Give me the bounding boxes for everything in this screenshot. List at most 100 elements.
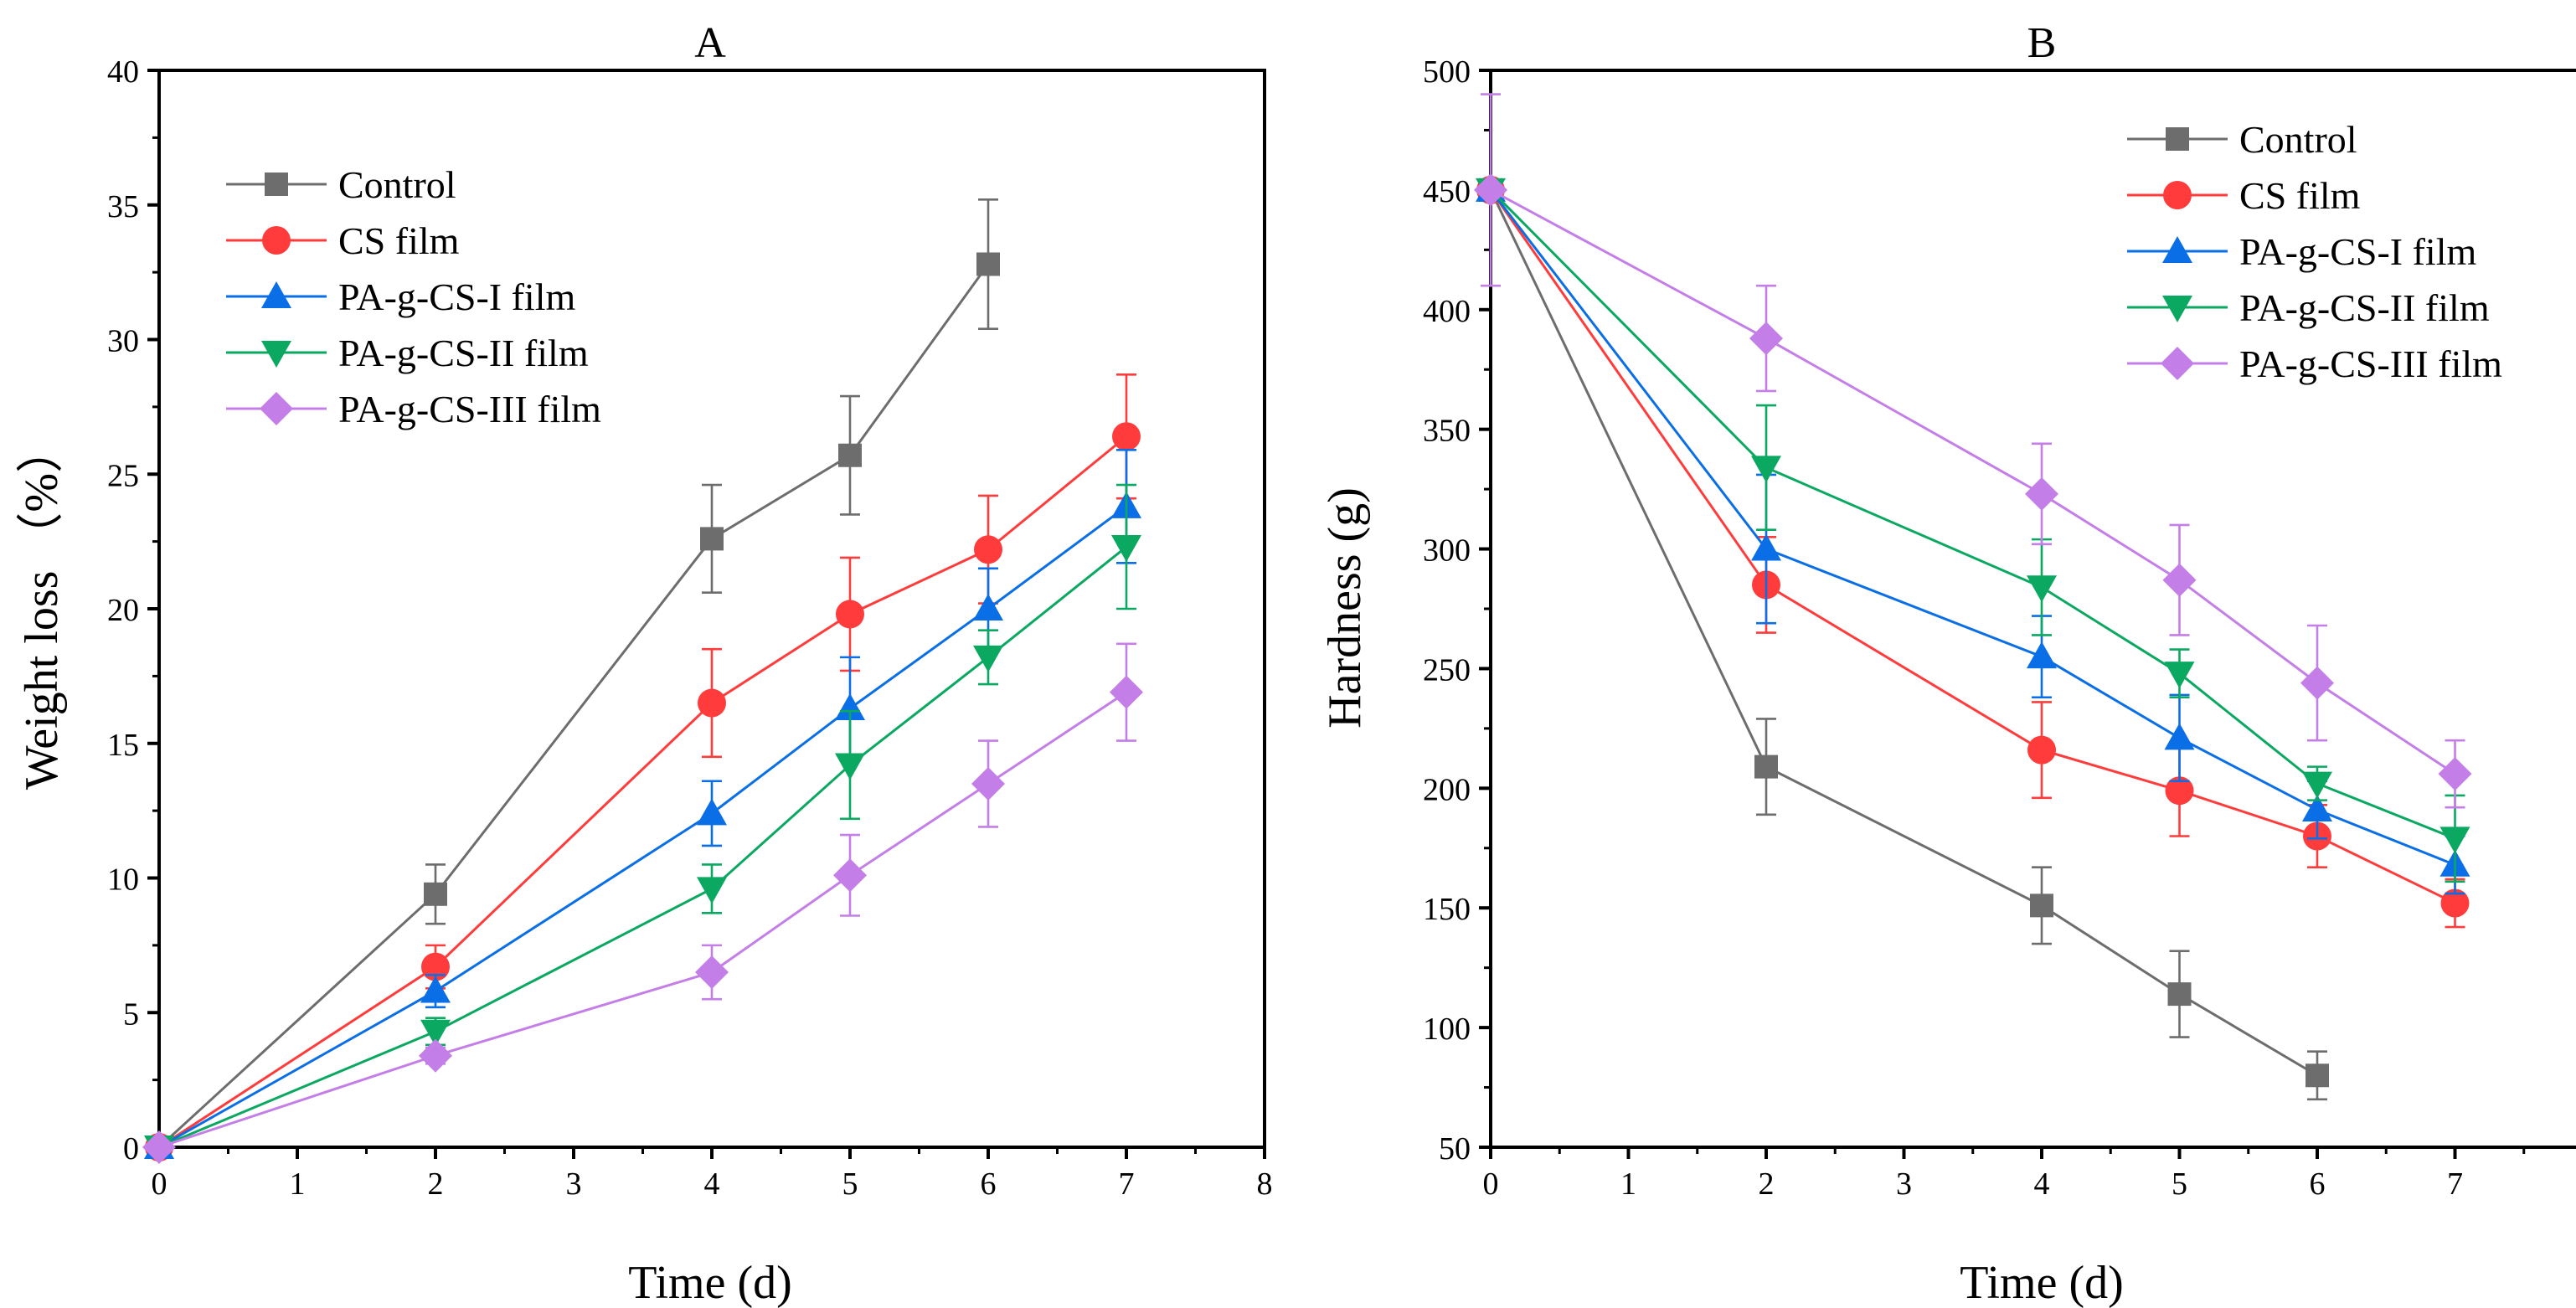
series-pa-g-cs-iii-film — [1474, 93, 2472, 809]
circle-marker — [974, 535, 1002, 564]
y-axis-label: Hardness (g) — [1319, 487, 1371, 729]
triangle-up-marker — [1751, 533, 1781, 561]
triangle-down-marker — [2164, 662, 2195, 689]
series-line — [158, 545, 1127, 1149]
triangle-up-marker — [2302, 795, 2332, 822]
square-marker — [2167, 982, 2192, 1007]
triangle-down-marker — [2439, 827, 2470, 854]
x-tick-label: 1 — [290, 1166, 306, 1202]
triangle-down-marker — [2027, 575, 2057, 603]
circle-marker — [2027, 735, 2056, 765]
diamond-marker — [1110, 675, 1143, 709]
legend-item: Control — [226, 163, 456, 206]
y-tick-label: 40 — [107, 54, 139, 90]
panel-b-hardness-chart: B Time (d) Hardness (g) 0123456785010015… — [1319, 19, 2576, 1308]
square-marker — [2166, 127, 2189, 151]
legend-label: PA-g-CS-III film — [338, 388, 601, 430]
triangle-down-marker — [1111, 535, 1141, 563]
diamond-marker — [1474, 173, 1507, 207]
diamond-marker — [2025, 476, 2058, 511]
x-tick-label: 7 — [1119, 1166, 1135, 1202]
triangle-up-marker — [420, 976, 451, 1003]
legend-item: PA-g-CS-II film — [226, 332, 589, 374]
x-tick-label: 6 — [2310, 1166, 2326, 1202]
y-tick-label: 250 — [1423, 652, 1471, 687]
triangle-up-marker — [835, 693, 865, 720]
y-tick-label: 35 — [107, 189, 139, 224]
diamond-marker — [419, 1038, 452, 1073]
series-line — [158, 505, 1127, 1149]
triangle-down-marker — [973, 645, 1003, 672]
circle-marker — [836, 600, 864, 629]
y-tick-label: 500 — [1423, 54, 1471, 90]
series-pa-g-cs-iii-film — [142, 642, 1143, 1164]
legend-label: PA-g-CS-I film — [2239, 230, 2476, 273]
x-tick-label: 0 — [1483, 1166, 1499, 1202]
diamond-marker — [695, 955, 729, 990]
triangle-up-marker — [2162, 236, 2192, 263]
series-control — [1479, 178, 2329, 1101]
x-axis-label: Time (d) — [628, 1257, 792, 1308]
square-marker — [265, 173, 288, 196]
square-marker — [976, 252, 1000, 276]
legend-item: CS film — [226, 219, 460, 262]
legend-item: Control — [2127, 118, 2357, 161]
circle-marker — [2163, 181, 2192, 209]
x-tick-label: 7 — [2447, 1166, 2463, 1202]
square-marker — [424, 882, 447, 906]
triangle-down-marker — [420, 1019, 451, 1047]
circle-marker — [1112, 422, 1141, 451]
series-line — [158, 691, 1127, 1149]
circle-marker — [698, 688, 726, 718]
legend-label: PA-g-CS-II film — [2239, 286, 2490, 329]
x-tick-label: 2 — [1759, 1166, 1775, 1202]
diamond-marker — [2300, 666, 2334, 700]
series-pa-g-cs-i-film — [144, 449, 1141, 1159]
series-cs-film — [145, 373, 1141, 1161]
circle-marker — [2165, 776, 2194, 806]
chart-title: A — [694, 19, 726, 67]
legend-item: PA-g-CS-II film — [2127, 286, 2490, 329]
x-tick-label: 5 — [2172, 1166, 2187, 1202]
x-tick-label: 1 — [1620, 1166, 1636, 1202]
chart-title: B — [2027, 19, 2057, 67]
circle-marker — [2440, 888, 2470, 918]
legend-label: Control — [338, 163, 456, 206]
x-tick-label: 2 — [428, 1166, 444, 1202]
legend-label: Control — [2239, 118, 2357, 161]
legend-label: PA-g-CS-III film — [2239, 342, 2502, 385]
diamond-marker — [142, 1130, 176, 1164]
series-line — [1489, 189, 2456, 904]
square-marker — [838, 443, 862, 467]
square-marker — [2306, 1063, 2329, 1088]
x-tick-label: 5 — [842, 1166, 858, 1202]
circle-marker — [262, 226, 291, 255]
x-axis-label: Time (d) — [1960, 1257, 2124, 1308]
triangle-down-marker — [2302, 771, 2332, 799]
legend-item: PA-g-CS-III film — [2127, 342, 2502, 385]
x-tick-label: 4 — [704, 1166, 720, 1202]
legend-item: PA-g-CS-I film — [2127, 230, 2476, 273]
triangle-down-marker — [697, 877, 727, 904]
y-tick-label: 25 — [107, 458, 139, 493]
series-line — [1490, 188, 2456, 775]
y-axis-label: Weight loss （%） — [16, 426, 68, 790]
triangle-down-marker — [261, 341, 291, 368]
y-tick-label: 0 — [123, 1131, 139, 1166]
legend-label: CS film — [2239, 174, 2361, 217]
triangle-down-marker — [835, 753, 865, 780]
y-tick-label: 450 — [1423, 174, 1471, 209]
legend-item: PA-g-CS-III film — [226, 388, 601, 430]
legend-item: PA-g-CS-I film — [226, 276, 575, 318]
y-tick-label: 30 — [107, 324, 139, 359]
y-tick-label: 350 — [1423, 414, 1471, 449]
y-tick-label: 20 — [107, 593, 139, 628]
y-tick-label: 50 — [1439, 1131, 1471, 1166]
y-tick-label: 200 — [1423, 772, 1471, 807]
legend-label: PA-g-CS-II film — [338, 332, 589, 374]
y-tick-label: 400 — [1423, 294, 1471, 329]
legend-item: CS film — [2127, 174, 2361, 217]
triangle-up-marker — [697, 798, 727, 826]
square-marker — [1754, 754, 1778, 779]
